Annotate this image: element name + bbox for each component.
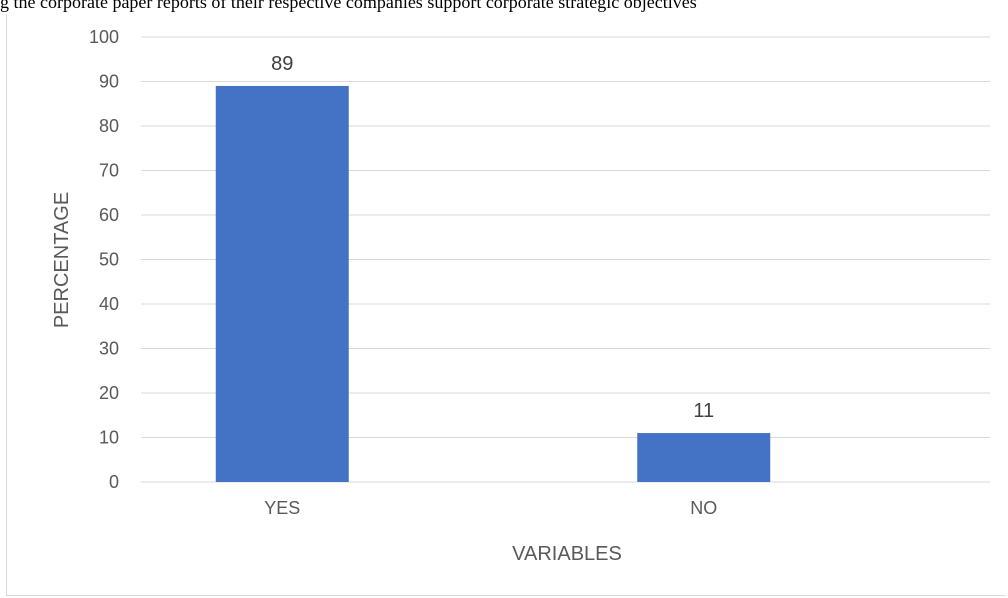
x-axis-ticks: YES NO — [264, 498, 717, 518]
data-label-yes: 89 — [271, 53, 293, 75]
y-tick-label-40: 40 — [99, 294, 119, 314]
y-tick-label-0: 0 — [109, 472, 119, 492]
y-tick-label-30: 30 — [99, 339, 119, 359]
bar-yes — [215, 85, 349, 482]
y-tick-label-90: 90 — [99, 72, 119, 92]
data-labels: 89 11 — [271, 53, 714, 422]
bar-no — [637, 433, 771, 482]
bars — [215, 85, 771, 482]
y-tick-label-20: 20 — [99, 383, 119, 403]
y-tick-label-60: 60 — [99, 205, 119, 225]
y-tick-label-10: 10 — [99, 428, 119, 448]
y-tick-label-80: 80 — [99, 116, 119, 136]
y-axis-ticks: 0 10 20 30 40 50 60 70 80 90 100 — [89, 27, 119, 492]
x-tick-label-no: NO — [690, 498, 717, 518]
x-axis-label: VARIABLES — [512, 543, 622, 565]
chart-frame — [6, 14, 1006, 596]
cut-off-caption-text: g the corporate paper reports of their r… — [0, 0, 697, 12]
y-tick-label-70: 70 — [99, 161, 119, 181]
x-tick-label-yes: YES — [264, 498, 300, 518]
y-tick-label-100: 100 — [89, 27, 119, 47]
y-axis-label: PERCENTAGE — [51, 192, 73, 328]
y-tick-label-50: 50 — [99, 250, 119, 270]
data-label-no: 11 — [693, 400, 714, 422]
